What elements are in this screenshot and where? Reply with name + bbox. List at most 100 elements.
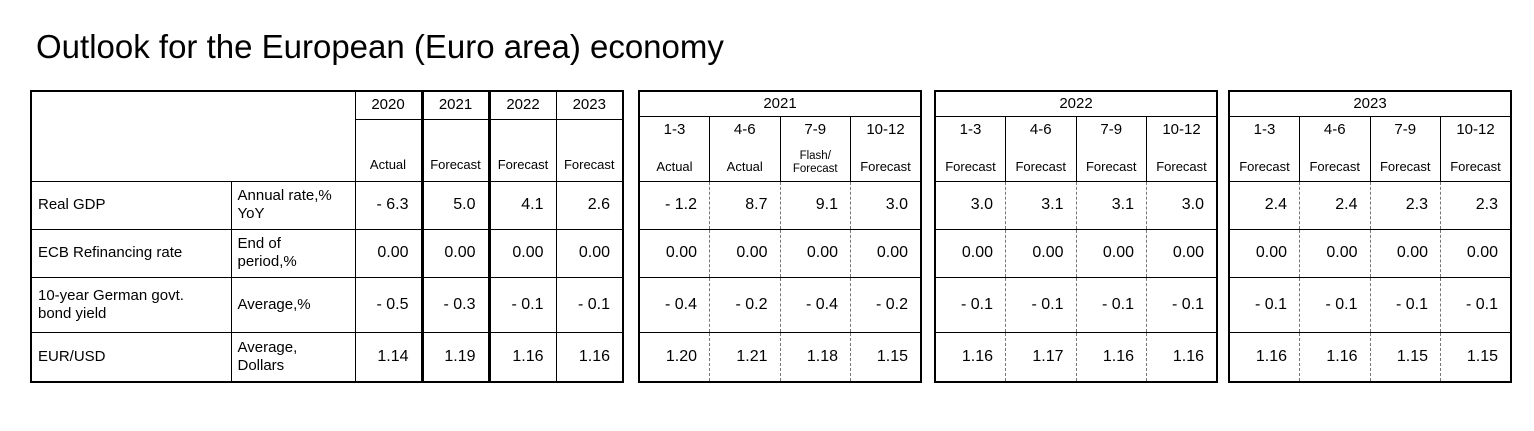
- value-cell: 3.0: [1146, 180, 1218, 230]
- table-row: 0.00 0.00 0.00 0.00: [934, 228, 1218, 278]
- column-type-header: Forecast: [1440, 144, 1512, 182]
- value-cell: 2.3: [1440, 180, 1512, 230]
- value-cell: 0.00: [1075, 228, 1147, 278]
- value-cell: 5.0: [420, 180, 491, 230]
- quarter-type-row: Forecast Forecast Forecast Forecast: [1228, 144, 1512, 182]
- value-cell: 0.00: [1440, 228, 1512, 278]
- value-cell: 0.00: [555, 228, 624, 278]
- table-row: - 0.1 - 0.1 - 0.1 - 0.1: [934, 276, 1218, 333]
- quarter-header: 10-12: [1440, 116, 1512, 144]
- column-type-header: Forecast: [1005, 144, 1077, 182]
- column-type-header: Forecast: [420, 118, 491, 182]
- value-cell: 1.15: [850, 331, 922, 383]
- value-cell: 1.16: [488, 331, 557, 383]
- quarter-header: 7-9: [779, 116, 851, 144]
- value-cell: - 0.1: [1075, 276, 1147, 333]
- year-header: 2022: [935, 91, 1217, 117]
- quarter-months-row: 1-3 4-6 7-9 10-12: [1228, 116, 1512, 144]
- table-row: Real GDP Annual rate,% YoY - 6.3 5.0 4.1…: [30, 180, 624, 230]
- value-cell: - 0.2: [709, 276, 781, 333]
- column-type-header: Forecast: [934, 144, 1006, 182]
- value-cell: 0.00: [1369, 228, 1441, 278]
- value-cell: - 0.3: [420, 276, 491, 333]
- value-cell: 0.00: [779, 228, 851, 278]
- value-cell: 1.15: [1440, 331, 1512, 383]
- row-measure: Average,%: [230, 276, 356, 333]
- column-type-header: Forecast: [555, 118, 624, 182]
- value-cell: 8.7: [709, 180, 781, 230]
- column-type-header: Actual: [638, 144, 710, 182]
- quarter-header: 4-6: [1005, 116, 1077, 144]
- value-cell: - 0.1: [1299, 276, 1371, 333]
- quarter-header: 10-12: [850, 116, 922, 144]
- quarter-header: 7-9: [1369, 116, 1441, 144]
- table-row: - 0.4 - 0.2 - 0.4 - 0.2: [638, 276, 922, 333]
- column-type-header: Forecast: [850, 144, 922, 182]
- column-type-header: Forecast: [1228, 144, 1300, 182]
- value-cell: - 0.1: [1440, 276, 1512, 333]
- column-type-header: Forecast: [1299, 144, 1371, 182]
- row-measure: Annual rate,% YoY: [230, 180, 356, 230]
- page-title: Outlook for the European (Euro area) eco…: [36, 28, 724, 65]
- column-type-header: Forecast: [488, 118, 557, 182]
- year-header: 2020: [354, 90, 423, 120]
- quarterly-table-2023: 2023 1-3 4-6 7-9 10-12 Forecast Forecast…: [1228, 90, 1512, 383]
- corner-cell: [30, 90, 356, 182]
- value-cell: 0.00: [1146, 228, 1218, 278]
- quarter-header: 4-6: [709, 116, 781, 144]
- value-cell: 2.4: [1228, 180, 1300, 230]
- quarterly-table-2022: 2022 1-3 4-6 7-9 10-12 Forecast Forecast…: [934, 90, 1218, 383]
- annual-type-header-row: Actual Forecast Forecast Forecast: [31, 118, 624, 182]
- quarter-year-row: 2023: [1229, 91, 1511, 117]
- value-cell: 0.00: [1005, 228, 1077, 278]
- column-type-header: Flash/ Forecast: [779, 144, 851, 182]
- quarter-type-row: Actual Actual Flash/ Forecast Forecast: [638, 144, 922, 182]
- column-type-header: Actual: [354, 118, 423, 182]
- value-cell: 0.00: [1299, 228, 1371, 278]
- value-cell: 1.17: [1005, 331, 1077, 383]
- annual-year-header-row: 2020 2021 2022 2023: [30, 90, 624, 182]
- value-cell: - 0.1: [1005, 276, 1077, 333]
- column-type-header: Forecast: [1146, 144, 1218, 182]
- value-cell: 4.1: [488, 180, 557, 230]
- value-cell: 1.16: [1075, 331, 1147, 383]
- year-header: 2023: [555, 90, 624, 120]
- value-cell: 1.16: [934, 331, 1006, 383]
- value-cell: - 0.4: [779, 276, 851, 333]
- value-cell: 0.00: [850, 228, 922, 278]
- quarter-type-row: Forecast Forecast Forecast Forecast: [934, 144, 1218, 182]
- value-cell: 1.16: [555, 331, 624, 383]
- value-cell: 2.3: [1369, 180, 1441, 230]
- table-row: 10-year German govt. bond yield Average,…: [30, 276, 624, 333]
- value-cell: - 0.4: [638, 276, 710, 333]
- value-cell: - 6.3: [354, 180, 423, 230]
- value-cell: 0.00: [1228, 228, 1300, 278]
- quarter-header: 1-3: [934, 116, 1006, 144]
- value-cell: 0.00: [638, 228, 710, 278]
- value-cell: 0.00: [934, 228, 1006, 278]
- column-type-header: Forecast: [1369, 144, 1441, 182]
- value-cell: 0.00: [709, 228, 781, 278]
- value-cell: - 0.5: [354, 276, 423, 333]
- value-cell: 1.19: [420, 331, 491, 383]
- value-cell: - 1.2: [638, 180, 710, 230]
- value-cell: 1.16: [1228, 331, 1300, 383]
- value-cell: - 0.1: [1228, 276, 1300, 333]
- table-row: 1.16 1.17 1.16 1.16: [934, 331, 1218, 383]
- value-cell: 2.6: [555, 180, 624, 230]
- value-cell: - 0.2: [850, 276, 922, 333]
- quarter-months-row: 1-3 4-6 7-9 10-12: [934, 116, 1218, 144]
- quarter-header: 10-12: [1146, 116, 1218, 144]
- value-cell: 3.0: [934, 180, 1006, 230]
- value-cell: - 0.1: [934, 276, 1006, 333]
- quarter-year-row: 2021: [639, 91, 921, 117]
- table-row: 0.00 0.00 0.00 0.00: [638, 228, 922, 278]
- row-label: 10-year German govt. bond yield: [30, 276, 232, 333]
- value-cell: 0.00: [488, 228, 557, 278]
- column-type-header: Actual: [709, 144, 781, 182]
- value-cell: 0.00: [354, 228, 423, 278]
- value-cell: 1.16: [1146, 331, 1218, 383]
- table-row: 0.00 0.00 0.00 0.00: [1228, 228, 1512, 278]
- table-row: 3.0 3.1 3.1 3.0: [934, 180, 1218, 230]
